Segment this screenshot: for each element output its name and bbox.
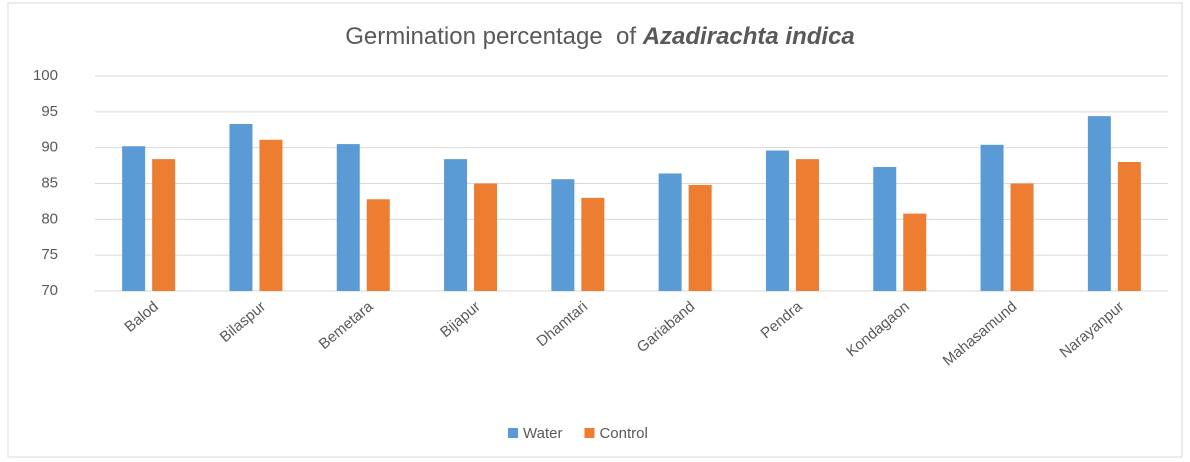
bar	[444, 159, 468, 291]
bar	[658, 173, 682, 291]
legend-swatch	[508, 428, 518, 438]
bar	[873, 167, 897, 291]
bar	[336, 144, 360, 291]
bar	[581, 197, 605, 291]
bar	[795, 159, 819, 291]
bar	[688, 184, 712, 291]
y-tick-label: 100	[33, 67, 58, 84]
bar	[980, 144, 1004, 291]
bar	[259, 139, 283, 291]
y-tick-label: 80	[41, 210, 58, 227]
y-tick-label: 90	[41, 139, 58, 156]
bar	[229, 124, 253, 292]
legend-label: Water	[523, 425, 562, 442]
title-text: Germination percentage of	[345, 23, 643, 50]
title-species: Azadirachta indica	[642, 23, 855, 50]
legend-swatch	[584, 428, 595, 438]
bar	[551, 179, 575, 291]
bar	[366, 199, 390, 291]
bar	[1087, 116, 1111, 291]
y-tick-label: 85	[41, 174, 58, 191]
bar	[1010, 183, 1034, 291]
bar	[152, 159, 176, 291]
chart-title: Germination percentage of Azadirachta in…	[345, 23, 855, 50]
bar	[903, 213, 927, 291]
bar	[122, 146, 146, 291]
bar	[765, 150, 789, 291]
bar	[474, 183, 498, 291]
legend-label: Control	[599, 425, 647, 442]
y-tick-label: 75	[41, 246, 58, 263]
y-tick-label: 95	[41, 103, 58, 120]
bar	[1117, 162, 1141, 291]
y-tick-label: 70	[41, 282, 58, 299]
